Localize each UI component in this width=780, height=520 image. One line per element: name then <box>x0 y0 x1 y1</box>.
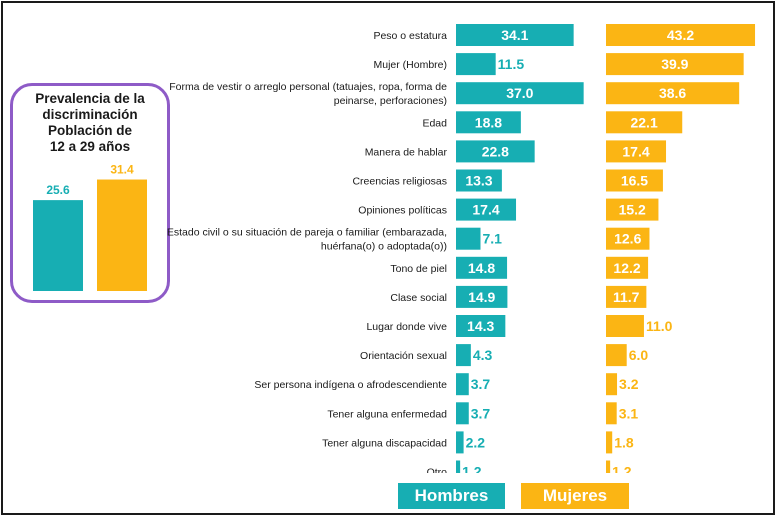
bar-mujeres <box>606 169 663 192</box>
value-label-hombres: 4.3 <box>473 347 493 363</box>
value-label-hombres: 14.9 <box>468 289 495 305</box>
value-label-mujeres: 11.0 <box>646 318 673 334</box>
category-label: Orientación sexual <box>360 350 447 362</box>
bar-mujeres <box>606 373 618 396</box>
bar-mujeres <box>606 140 667 163</box>
bar-hombres <box>456 140 535 163</box>
category-label: Tono de piel <box>390 263 447 275</box>
bar-mujeres <box>606 285 647 308</box>
category-label: Peso o estatura <box>373 30 447 42</box>
bar-hombres <box>456 344 471 367</box>
category-label: Otro <box>427 467 448 474</box>
bar-hombres <box>456 53 496 76</box>
inset-value-hombres: 25.6 <box>46 183 70 197</box>
value-label-hombres: 7.1 <box>482 231 502 247</box>
value-label-mujeres: 3.2 <box>619 376 639 392</box>
bar-hombres <box>456 24 574 46</box>
value-label-mujeres: 38.6 <box>659 85 686 101</box>
value-label-hombres: 34.1 <box>501 27 528 43</box>
category-label: Manera de hablar <box>365 146 448 158</box>
value-label-hombres: 13.3 <box>465 173 492 189</box>
inset-bar-hombres <box>33 200 83 291</box>
value-label-mujeres: 15.2 <box>619 202 646 218</box>
category-label: Creencias religiosas <box>352 176 447 188</box>
bar-hombres <box>456 227 481 250</box>
value-label-mujeres: 43.2 <box>667 27 694 43</box>
value-label-hombres: 11.5 <box>498 56 525 72</box>
bar-hombres <box>456 111 521 134</box>
bar-hombres <box>456 373 469 396</box>
bar-hombres <box>456 431 464 454</box>
bar-hombres <box>456 256 508 279</box>
value-label-mujeres: 39.9 <box>661 56 688 72</box>
inset-bar-mujeres <box>97 179 147 291</box>
value-label-hombres: 14.3 <box>467 318 494 334</box>
bar-mujeres <box>606 344 627 367</box>
bar-hombres <box>456 169 502 192</box>
inset-title-line: Prevalencia de la <box>35 91 145 106</box>
category-label: Estado civil o su situación de pareja o … <box>167 227 447 239</box>
bar-hombres <box>456 402 469 425</box>
bar-hombres <box>456 82 584 105</box>
bar-mujeres <box>606 111 683 134</box>
bar-mujeres <box>606 53 744 76</box>
inset-title-line: Población de <box>47 123 132 138</box>
value-label-hombres: 3.7 <box>471 376 491 392</box>
prevalence-inset: Prevalencia de la discriminación Poblaci… <box>10 83 170 303</box>
bar-mujeres <box>606 82 740 105</box>
value-label-hombres: 2.2 <box>466 434 486 450</box>
value-label-hombres: 17.4 <box>472 202 499 218</box>
bar-mujeres <box>606 256 649 279</box>
inset-title-line: 12 a 29 años <box>49 139 131 154</box>
value-label-hombres: 1.2 <box>462 464 482 474</box>
category-label: Edad <box>422 117 447 129</box>
category-label: Tener alguna enfermedad <box>327 408 447 420</box>
main-chart: Peso o estatura 34.1 43.2 Mujer (Hombre) 11.… <box>167 24 756 474</box>
category-label: huérfana(o) o adoptada(o)) <box>321 241 447 253</box>
value-label-mujeres: 1.8 <box>614 434 634 450</box>
value-label-mujeres: 1.2 <box>612 464 632 474</box>
legend-hombres-label: Hombres <box>414 486 489 505</box>
inset-chart: 25.6 31.4 <box>33 163 147 291</box>
bar-hombres <box>456 198 517 221</box>
bar-hombres <box>456 285 508 308</box>
inset-title-line: discriminación <box>42 107 138 122</box>
category-label: Clase social <box>390 292 447 304</box>
bar-mujeres <box>606 315 644 337</box>
value-label-mujeres: 16.5 <box>621 173 648 189</box>
value-label-mujeres: 11.7 <box>613 289 640 305</box>
value-label-hombres: 14.8 <box>468 260 495 276</box>
bar-hombres <box>456 460 461 473</box>
legend-mujeres-label: Mujeres <box>542 486 608 505</box>
value-label-mujeres: 12.6 <box>614 231 641 247</box>
inset-title: Prevalencia de la discriminación Poblaci… <box>13 91 167 155</box>
value-label-hombres: 18.8 <box>475 114 502 130</box>
inset-value-mujeres: 31.4 <box>110 163 134 177</box>
bar-hombres <box>456 315 506 337</box>
category-label: Forma de vestir o arreglo personal (tatu… <box>169 81 447 93</box>
bar-mujeres <box>606 460 611 473</box>
category-label: peinarse, perforaciones) <box>334 95 447 107</box>
bar-mujeres <box>606 24 756 46</box>
bar-mujeres <box>606 227 650 250</box>
category-label: Ser persona indígena o afrodescendiente <box>254 379 447 391</box>
bar-mujeres <box>606 431 613 454</box>
category-label: Mujer (Hombre) <box>373 59 447 71</box>
value-label-hombres: 22.8 <box>482 143 509 159</box>
category-label: Tener alguna discapacidad <box>322 437 447 449</box>
legend-hombres: Hombres <box>398 483 505 509</box>
category-label: Opiniones políticas <box>358 205 447 217</box>
value-label-mujeres: 6.0 <box>629 347 649 363</box>
value-label-mujeres: 22.1 <box>630 114 657 130</box>
value-label-mujeres: 3.1 <box>619 405 639 421</box>
category-label: Lugar donde vive <box>366 321 447 333</box>
value-label-mujeres: 12.2 <box>613 260 640 276</box>
value-label-mujeres: 17.4 <box>622 143 649 159</box>
value-label-hombres: 3.7 <box>471 405 491 421</box>
legend-mujeres: Mujeres <box>521 483 629 509</box>
bar-mujeres <box>606 402 617 425</box>
bar-mujeres <box>606 198 659 221</box>
value-label-hombres: 37.0 <box>506 85 533 101</box>
